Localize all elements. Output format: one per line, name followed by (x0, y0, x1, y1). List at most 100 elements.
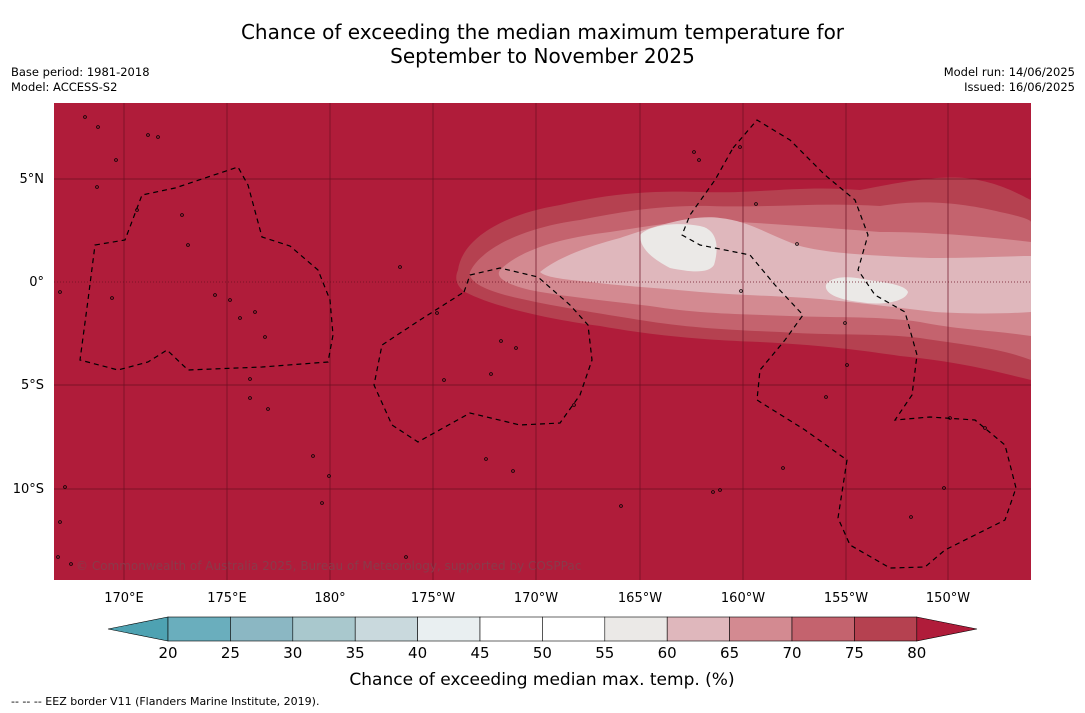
island-outline (83, 115, 87, 119)
island-outline (253, 310, 257, 314)
colorbar-high-extension (916, 616, 978, 642)
island-outline (514, 346, 518, 350)
island-outline (511, 469, 515, 473)
colorbar-swatch (542, 616, 606, 642)
longitude-label: 175°E (207, 591, 247, 606)
colorbar-tick-label: 75 (845, 644, 864, 662)
colorbar-swatch (167, 616, 231, 642)
colorbar-tick-label: 80 (907, 644, 926, 662)
island-outline (489, 372, 493, 376)
latitude-label: 5°N (20, 172, 45, 187)
colorbar-tick-label: 65 (720, 644, 739, 662)
island-outline (311, 454, 315, 458)
colorbar-swatch (666, 616, 730, 642)
island-outline (58, 520, 62, 524)
title-line-2: September to November 2025 (390, 44, 695, 68)
meta-left: Base period: 1981-2018 Model: ACCESS-S2 (11, 65, 150, 95)
longitude-label: 160°W (721, 591, 765, 606)
island-outline (248, 396, 252, 400)
island-outline (248, 377, 252, 381)
island-outline (781, 466, 785, 470)
colorbar-swatch (791, 616, 855, 642)
island-outline (572, 403, 576, 407)
colorbar-tick-label: 30 (283, 644, 302, 662)
island-outline (213, 293, 217, 297)
island-outline (942, 486, 946, 490)
island-outline (69, 562, 73, 566)
island-outline (845, 363, 849, 367)
graticule (54, 103, 1031, 580)
eez-border-west (79, 166, 334, 371)
colorbar-tick-label: 50 (533, 644, 552, 662)
latitude-labels: 5°N 0° 5°S 10°S (13, 172, 44, 497)
island-outline (499, 339, 503, 343)
title-line-1: Chance of exceeding the median maximum t… (240, 20, 845, 44)
island-outline (96, 125, 100, 129)
island-outline (442, 378, 446, 382)
island-outline (327, 474, 331, 478)
longitude-label: 170°E (104, 591, 144, 606)
island-outline (739, 289, 743, 293)
island-outline (110, 296, 114, 300)
island-outline (58, 290, 62, 294)
model-name: Model: ACCESS-S2 (11, 80, 118, 94)
colorbar-swatch (854, 616, 918, 642)
colorbar-tick-label: 20 (158, 644, 177, 662)
island-outline (320, 501, 324, 505)
colorbar-tick-label: 60 (658, 644, 677, 662)
island-outline (909, 515, 913, 519)
longitude-label: 170°W (514, 591, 558, 606)
colorbar-tick-label: 25 (221, 644, 240, 662)
island-outline (718, 488, 722, 492)
eez-legend-footnote: -- -- -- EEZ border V11 (Flanders Marine… (11, 695, 320, 708)
longitude-label: 155°W (824, 591, 868, 606)
colorbar-swatch (479, 616, 543, 642)
latitude-label: 0° (29, 275, 44, 290)
map-area: © Commonwealth of Australia 2025, Bureau… (54, 103, 1031, 580)
colorbar-swatch (354, 616, 418, 642)
island-outline (711, 490, 715, 494)
island-outline (56, 555, 60, 559)
latitude-label: 10°S (13, 482, 44, 497)
island-outline (114, 158, 118, 162)
colorbar-tick-label: 45 (470, 644, 489, 662)
island-outline (692, 150, 696, 154)
colorbar-title: Chance of exceeding median max. temp. (%… (349, 670, 734, 690)
island-outline (146, 133, 150, 137)
longitude-label: 150°W (926, 591, 970, 606)
island-outline (738, 145, 742, 149)
island-outline (228, 298, 232, 302)
colorbar-tick-label: 35 (346, 644, 365, 662)
island-outline (983, 426, 987, 430)
colorbar-swatch (729, 616, 793, 642)
eez-border-central (373, 267, 593, 443)
colorbar-tick-label: 40 (408, 644, 427, 662)
meta-right: Model run: 14/06/2025 Issued: 16/06/2025 (944, 65, 1075, 95)
latitude-label: 5°S (21, 378, 44, 393)
colorbar-swatch (230, 616, 294, 642)
island-outline (398, 265, 402, 269)
longitude-label: 175°W (411, 591, 455, 606)
colorbar-swatch (604, 616, 668, 642)
colorbar-swatch (292, 616, 356, 642)
island-outline (63, 485, 67, 489)
island-outline (697, 158, 701, 162)
base-period: Base period: 1981-2018 (11, 65, 150, 79)
contour-band-55-north (640, 224, 717, 272)
colorbar-low-extension (107, 616, 169, 642)
island-outline (156, 135, 160, 139)
island-outline (186, 243, 190, 247)
map-title: Chance of exceeding the median maximum t… (0, 20, 1085, 68)
model-run: Model run: 14/06/2025 (943, 65, 1075, 79)
contour-band-55-south (825, 277, 908, 304)
island-outline (266, 407, 270, 411)
island-outline (95, 185, 99, 189)
island-outline (824, 395, 828, 399)
island-outline (843, 321, 847, 325)
colorbar-swatch (417, 616, 481, 642)
colorbar-tick-label: 70 (782, 644, 801, 662)
copyright-notice: © Commonwealth of Australia 2025, Bureau… (76, 559, 581, 573)
island-outline (795, 242, 799, 246)
colorbar: 20 25 30 35 40 45 50 55 60 65 70 75 80 (107, 616, 978, 662)
